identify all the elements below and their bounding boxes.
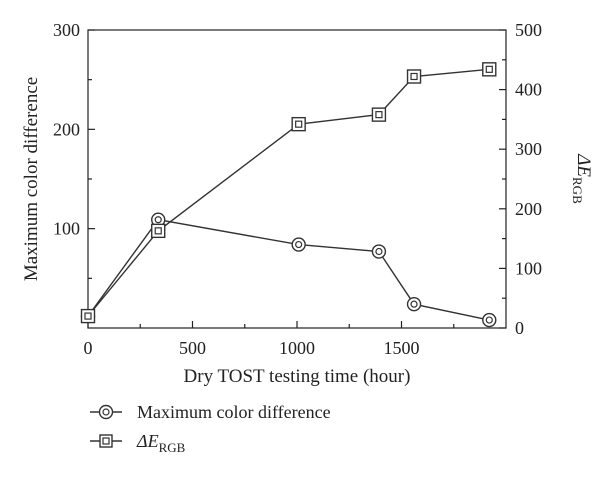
double-circle-marker xyxy=(371,244,387,259)
y-right-tick-label: 300 xyxy=(515,139,542,159)
double-square-marker xyxy=(482,62,497,77)
right-y-axis-title-sub: RGB xyxy=(570,177,585,204)
series-1 xyxy=(80,62,497,324)
y-left-tick-label: 100 xyxy=(53,219,80,239)
y-right-tick-label: 0 xyxy=(515,318,524,338)
axes xyxy=(87,29,507,329)
left-y-axis-title: Maximum color difference xyxy=(21,77,42,281)
legend-label-delta-e-sub: RGB xyxy=(159,440,186,455)
legend-marker-double-circle-inner xyxy=(102,408,110,416)
series-0 xyxy=(80,212,497,328)
data-point xyxy=(482,312,497,328)
x-tick-label: 500 xyxy=(179,338,206,358)
data-point xyxy=(151,223,166,239)
double-circle-marker-inner xyxy=(485,316,493,324)
double-square-marker xyxy=(80,308,96,324)
legend-marker-double-circle-icon xyxy=(98,404,114,420)
y-right-tick-label: 500 xyxy=(515,20,542,40)
double-circle-marker xyxy=(406,296,422,312)
double-circle-marker xyxy=(291,237,306,252)
double-square-marker-inner xyxy=(485,65,493,73)
double-square-marker xyxy=(291,116,306,132)
data-point xyxy=(482,62,497,77)
series-layer xyxy=(80,62,497,328)
double-square-marker-inner xyxy=(84,312,92,320)
plot-frame xyxy=(87,29,507,329)
x-tick-label: 0 xyxy=(84,338,93,358)
x-tick-label: 1000 xyxy=(279,338,315,358)
double-square-marker-inner xyxy=(154,227,162,235)
series-line-0 xyxy=(87,218,490,321)
legend-marker-double-square-icon xyxy=(99,434,113,448)
double-circle-marker-inner xyxy=(375,247,383,256)
legend-label-delta-e-rgb: ΔERGB xyxy=(136,431,186,455)
x-tick-label: 1500 xyxy=(384,338,420,358)
data-point xyxy=(406,296,422,312)
double-circle-marker-inner xyxy=(154,216,162,224)
legend-marker-double-square-inner xyxy=(102,437,110,445)
double-square-marker-inner xyxy=(410,72,418,81)
legend-item-max-color-difference: Maximum color difference xyxy=(90,402,331,422)
x-axis-title: Dry TOST testing time (hour) xyxy=(184,366,411,387)
double-square-marker xyxy=(151,223,166,239)
double-circle-marker xyxy=(482,312,497,328)
series-line-1 xyxy=(87,68,490,317)
data-point xyxy=(406,69,422,84)
data-point xyxy=(371,107,387,122)
right-y-axis-title-main: ΔE xyxy=(573,153,594,177)
legend-label-max-color-difference: Maximum color difference xyxy=(137,402,331,422)
y-right-tick-label: 200 xyxy=(515,199,542,219)
double-circle-marker-inner xyxy=(295,240,303,249)
right-y-axis-title: ΔERGB xyxy=(570,153,594,204)
double-square-marker-inner xyxy=(375,111,383,119)
ticks xyxy=(87,29,506,329)
y-left-tick-label: 200 xyxy=(53,119,80,139)
legend-label-delta-e-main: ΔE xyxy=(136,431,159,451)
y-right-tick-label: 100 xyxy=(515,258,542,278)
double-square-marker xyxy=(406,69,422,84)
y-right-tick-label: 400 xyxy=(515,80,542,100)
legend-item-delta-e-rgb: ΔERGB xyxy=(90,431,186,455)
double-square-marker-inner xyxy=(295,120,303,128)
data-point xyxy=(80,308,96,324)
double-square-marker xyxy=(371,107,387,122)
data-point xyxy=(371,244,387,259)
data-point xyxy=(291,116,306,132)
tick-labels: 0 500 1000 1500 100 200 300 0 100 200 300 400 500 xyxy=(53,20,542,358)
double-circle-marker-inner xyxy=(410,300,418,308)
legend: Maximum color difference ΔERGB xyxy=(90,402,331,455)
data-point xyxy=(291,237,306,252)
y-left-tick-label: 300 xyxy=(53,20,80,40)
